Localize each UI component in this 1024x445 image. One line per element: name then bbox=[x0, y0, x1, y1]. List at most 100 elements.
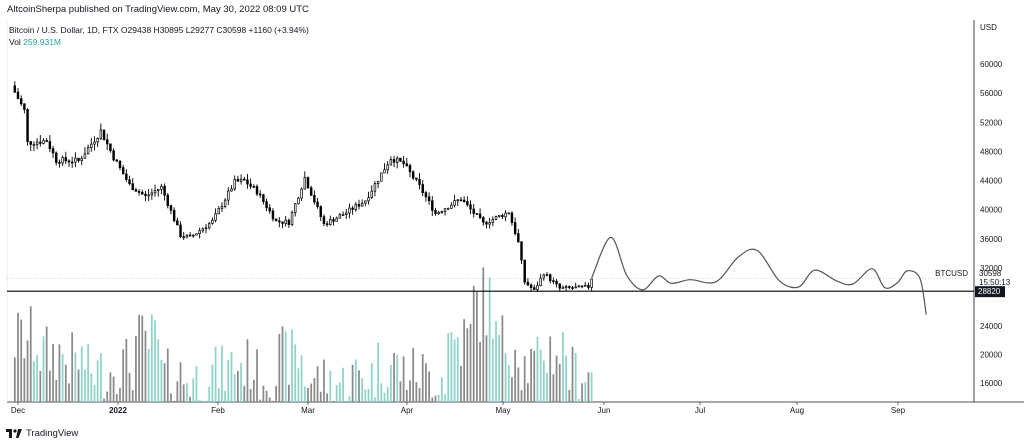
volume-bar bbox=[479, 341, 481, 402]
candle-body bbox=[497, 215, 501, 217]
candle-body bbox=[303, 177, 307, 190]
candle-body bbox=[67, 160, 71, 163]
volume-bar bbox=[319, 391, 322, 402]
candle-body bbox=[427, 196, 431, 202]
candle-body bbox=[402, 160, 405, 165]
volume-bar bbox=[386, 387, 389, 402]
candle-body bbox=[297, 197, 300, 205]
volume-bar bbox=[42, 336, 45, 402]
candle-body bbox=[405, 163, 409, 166]
candle-body bbox=[239, 178, 243, 182]
volume-bar bbox=[163, 363, 166, 402]
volume-bar bbox=[450, 332, 453, 402]
volume-bar bbox=[189, 396, 191, 402]
candle-body bbox=[354, 204, 358, 210]
volume-bar bbox=[485, 335, 488, 402]
volume-bar bbox=[99, 353, 102, 402]
volume-bar bbox=[367, 389, 370, 402]
time-tick-label: Jul bbox=[695, 406, 705, 415]
candle-body bbox=[13, 85, 17, 93]
candle-body bbox=[214, 213, 217, 221]
volume-bar bbox=[552, 374, 555, 402]
candle-body bbox=[93, 141, 96, 145]
candle-body bbox=[443, 208, 447, 212]
candle-body bbox=[437, 211, 440, 214]
volume-bar bbox=[71, 332, 74, 402]
volume-bar bbox=[103, 398, 105, 402]
volume-bar bbox=[523, 356, 526, 402]
candle-body bbox=[217, 208, 220, 215]
volume-bar bbox=[259, 399, 262, 402]
candle-body bbox=[329, 219, 332, 225]
volume-bar bbox=[444, 394, 446, 402]
volume-bar bbox=[549, 336, 552, 402]
volume-bar bbox=[74, 352, 77, 402]
volume-bar bbox=[425, 363, 427, 402]
volume-bar bbox=[568, 390, 571, 402]
candle-body bbox=[431, 200, 434, 211]
candle-body bbox=[587, 284, 590, 288]
volume-bar bbox=[243, 385, 246, 402]
volume-bar bbox=[504, 353, 507, 402]
candle-body bbox=[128, 179, 131, 185]
candle-body bbox=[335, 217, 338, 222]
time-tick-label: Aug bbox=[790, 406, 804, 415]
candle-body bbox=[118, 160, 122, 168]
volume-bar bbox=[578, 398, 580, 402]
candle-body bbox=[163, 185, 166, 196]
volume-bar bbox=[354, 359, 357, 402]
candle-body bbox=[230, 188, 233, 192]
volume-bar bbox=[45, 326, 48, 402]
candle-body bbox=[389, 159, 393, 166]
candle-body bbox=[322, 216, 326, 225]
candle-body bbox=[201, 228, 205, 232]
candle-body bbox=[488, 222, 491, 225]
candle-body bbox=[485, 221, 488, 225]
volume-bar bbox=[182, 384, 185, 402]
volume-bar bbox=[141, 315, 144, 402]
candle-body bbox=[83, 153, 87, 159]
volume-bar bbox=[288, 384, 290, 402]
candle-body bbox=[112, 150, 115, 161]
candle-body bbox=[507, 212, 510, 215]
candle-body bbox=[520, 241, 523, 261]
candle-body bbox=[169, 205, 173, 211]
candle-body bbox=[568, 286, 571, 288]
candle-body bbox=[134, 189, 138, 192]
candle-body bbox=[472, 208, 475, 214]
volume-bar bbox=[495, 321, 497, 402]
time-tick-label: Mar bbox=[301, 406, 315, 415]
volume-bar bbox=[268, 397, 271, 402]
candle-body bbox=[383, 169, 386, 174]
volume-bar bbox=[208, 386, 211, 402]
volume-bar bbox=[377, 342, 379, 402]
volume-bar bbox=[335, 384, 338, 402]
candle-body bbox=[360, 202, 364, 207]
candle-body bbox=[29, 141, 32, 145]
volume-bar bbox=[23, 358, 26, 402]
candle-body bbox=[533, 287, 536, 290]
volume-bar bbox=[488, 277, 491, 402]
candle-body bbox=[450, 204, 453, 209]
last-price-label: 30598 bbox=[979, 269, 1002, 278]
candle-body bbox=[482, 217, 485, 223]
candle-body bbox=[561, 287, 565, 289]
candle-body bbox=[542, 274, 546, 279]
candle-body bbox=[182, 236, 185, 239]
candle-body bbox=[166, 194, 170, 206]
volume-bar bbox=[125, 339, 128, 402]
volume-bar bbox=[533, 350, 536, 402]
volume-bar bbox=[472, 285, 475, 402]
volume-bar bbox=[310, 383, 313, 402]
time-tick-label: Jun bbox=[598, 406, 611, 415]
volume-bar bbox=[176, 381, 179, 402]
price-tick-label: 44000 bbox=[980, 177, 1003, 186]
volume-bar bbox=[13, 357, 16, 402]
projection-drawing-line[interactable] bbox=[591, 236, 927, 315]
volume-bar bbox=[278, 333, 281, 402]
volume-legend: Vol 259.931M bbox=[9, 37, 61, 47]
candle-body bbox=[265, 201, 268, 209]
volume-bar bbox=[33, 361, 35, 402]
volume-bar bbox=[491, 338, 494, 402]
